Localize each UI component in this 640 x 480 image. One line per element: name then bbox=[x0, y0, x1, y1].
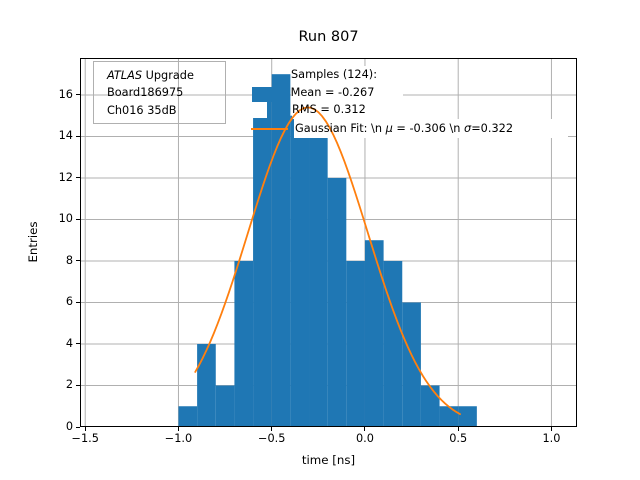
y-tick-label: 2 bbox=[65, 378, 73, 392]
histogram-bars bbox=[178, 74, 477, 427]
histogram-bar bbox=[271, 74, 291, 427]
legend-background-mask bbox=[292, 100, 366, 119]
legend-gaussianfit-label: Gaussian Fit: \n μ = -0.306 \n σ=0.322 bbox=[295, 121, 513, 137]
histogram-bar bbox=[215, 385, 235, 427]
gaussian-fit-curve bbox=[194, 106, 461, 416]
y-tick-label: 16 bbox=[58, 87, 73, 101]
x-tick-label: −1.5 bbox=[71, 432, 99, 445]
fit-curve-path bbox=[194, 106, 461, 416]
y-tick bbox=[76, 135, 80, 137]
y-tick-label: 6 bbox=[65, 295, 73, 309]
x-tick-label: 0.0 bbox=[355, 432, 374, 445]
y-tick-label: 14 bbox=[58, 129, 73, 143]
histogram-bar bbox=[439, 406, 459, 427]
info-line2: Board186975 bbox=[107, 86, 184, 100]
info-line1-italic: ATLAS bbox=[107, 69, 142, 82]
mu-symbol: μ bbox=[385, 122, 393, 135]
legend-fitline-swatch bbox=[251, 128, 288, 130]
x-tick bbox=[271, 427, 273, 431]
y-tick-label: 4 bbox=[65, 336, 73, 350]
legend-mean-label: Mean = -0.267 bbox=[287, 86, 375, 99]
histogram-bar bbox=[383, 260, 403, 427]
info-line3: Ch016 35dB bbox=[107, 103, 177, 117]
legend-rms-label: RMS = 0.312 bbox=[292, 103, 366, 116]
histogram-bar bbox=[290, 115, 310, 427]
plot-area bbox=[80, 58, 577, 427]
gauss-prefix: Gaussian Fit: \n bbox=[295, 122, 386, 135]
y-tick bbox=[76, 301, 80, 303]
x-tick bbox=[550, 427, 552, 431]
histogram-bar bbox=[420, 385, 440, 427]
y-tick-label: 10 bbox=[58, 212, 73, 226]
gauss-mid: = -0.306 \n bbox=[392, 122, 465, 135]
legend-background-masks bbox=[249, 66, 568, 138]
histogram-bar bbox=[178, 406, 198, 427]
x-tick bbox=[177, 427, 179, 431]
y-tick bbox=[76, 177, 80, 179]
histogram-bar bbox=[402, 302, 421, 427]
legend-background-mask bbox=[294, 119, 568, 138]
x-tick-label: −0.5 bbox=[257, 432, 286, 445]
x-axis-label: time [ns] bbox=[301, 453, 356, 467]
histogram-bar bbox=[458, 406, 477, 427]
x-tick-label: 1.0 bbox=[542, 432, 561, 445]
gauss-suffix: =0.322 bbox=[471, 122, 514, 135]
legend-background-mask bbox=[249, 101, 267, 118]
axes-frame bbox=[80, 58, 577, 427]
sigma-symbol: σ bbox=[464, 122, 472, 135]
y-tick bbox=[76, 384, 80, 386]
histogram-bar bbox=[346, 260, 365, 427]
y-tick bbox=[76, 260, 80, 262]
y-tick-label: 12 bbox=[58, 170, 73, 184]
x-tick bbox=[84, 427, 86, 431]
histogram-bar bbox=[364, 240, 384, 427]
y-tick bbox=[76, 343, 80, 345]
x-tick-label: −1.0 bbox=[164, 432, 193, 445]
x-tick-label: 0.5 bbox=[449, 432, 468, 445]
histogram-bar bbox=[234, 260, 254, 427]
x-tick bbox=[457, 427, 459, 431]
y-tick-label: 0 bbox=[65, 420, 73, 433]
legend-histogram-swatch bbox=[252, 87, 278, 102]
histogram-bar bbox=[253, 94, 272, 427]
legend-background-mask bbox=[291, 66, 403, 101]
histogram-bar bbox=[197, 343, 216, 427]
info-line1-rest: Upgrade bbox=[142, 69, 194, 82]
chart-title: Run 807 bbox=[298, 29, 359, 45]
histogram-bar bbox=[327, 177, 347, 427]
legend-samples-label: Samples (124): bbox=[291, 68, 378, 81]
y-tick bbox=[76, 426, 80, 428]
x-tick bbox=[364, 427, 366, 431]
y-tick bbox=[76, 218, 80, 220]
annotation-box: ATLAS Upgrade Board186975 Ch016 35dB bbox=[93, 61, 226, 124]
y-tick-label: 8 bbox=[65, 253, 73, 267]
y-tick bbox=[76, 94, 80, 96]
histogram-bar bbox=[309, 136, 328, 427]
